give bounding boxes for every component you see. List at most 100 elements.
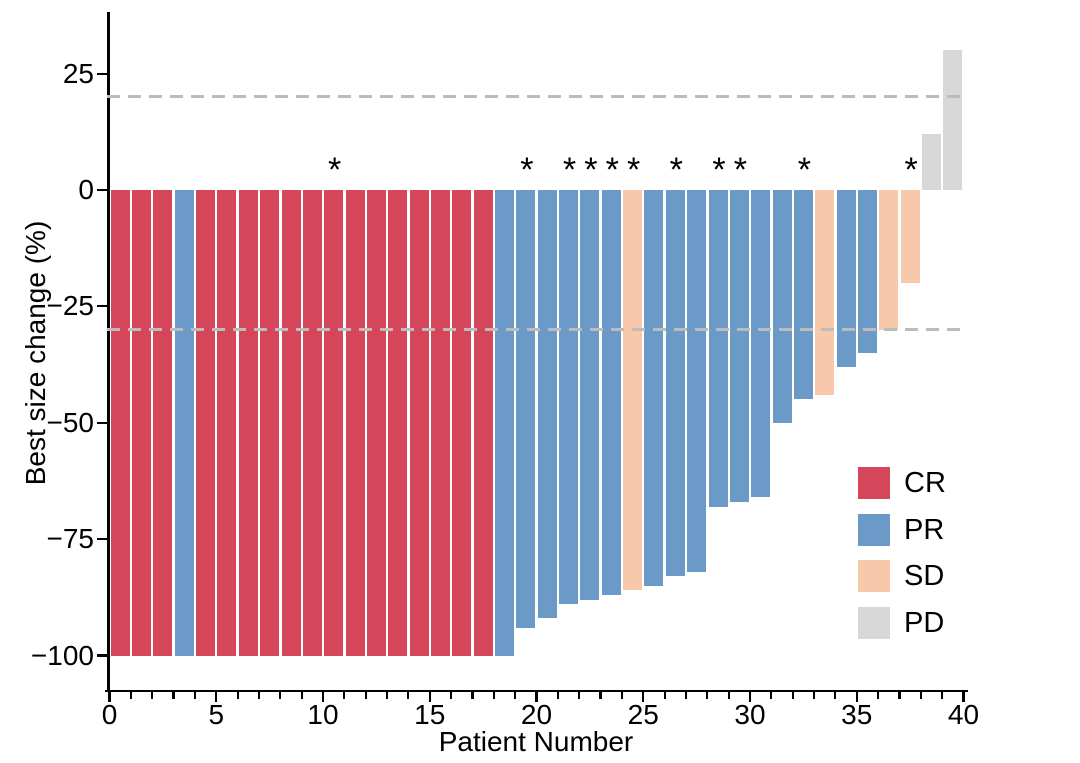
bar-patient-35 <box>836 190 856 367</box>
x-tick-label-35: 35 <box>841 699 873 730</box>
bar-patient-37 <box>879 190 899 330</box>
x-minor-tick <box>257 692 261 699</box>
y-tick <box>97 421 107 424</box>
x-tick-label-10: 10 <box>307 699 339 730</box>
legend-swatch-PD <box>858 606 890 639</box>
y-tick <box>97 188 107 192</box>
bar-patient-32 <box>772 190 792 423</box>
star-annotation-patient-23: * <box>584 151 598 189</box>
x-minor-tick <box>770 692 773 699</box>
x-tick-label-20: 20 <box>520 699 553 730</box>
y-tick <box>97 305 107 308</box>
x-minor-tick <box>706 692 709 699</box>
bar-patient-14 <box>388 190 408 656</box>
bar-patient-20 <box>516 190 536 628</box>
x-minor-tick <box>578 692 581 699</box>
bar-patient-2 <box>132 190 152 656</box>
y-axis-line <box>107 12 110 691</box>
x-tick-label-15: 15 <box>414 699 446 730</box>
y-tick-label--50: −50 <box>46 406 95 438</box>
x-minor-tick <box>236 692 239 699</box>
legend-label-CR: CR <box>904 467 946 499</box>
bar-patient-16 <box>430 190 450 656</box>
x-minor-tick <box>812 692 816 699</box>
x-minor-tick <box>343 692 346 699</box>
legend-swatch-SD <box>858 560 890 592</box>
star-annotation-patient-24: * <box>605 151 619 189</box>
x-tick-label-0: 0 <box>101 699 118 730</box>
bar-patient-7 <box>238 190 258 656</box>
x-minor-tick <box>364 692 367 699</box>
x-major-tick <box>962 692 965 702</box>
star-annotation-patient-25: * <box>626 151 641 189</box>
y-tick-label--25: −25 <box>46 290 95 322</box>
bar-patient-8 <box>260 190 280 656</box>
x-minor-tick <box>279 692 282 699</box>
bar-patient-39 <box>922 134 941 190</box>
x-minor-tick <box>599 692 602 699</box>
bar-patient-13 <box>366 190 386 656</box>
x-minor-tick <box>877 692 880 699</box>
bar-patient-11 <box>324 190 344 656</box>
bar-patient-24 <box>601 190 621 595</box>
y-tick-label-0: 0 <box>78 174 94 205</box>
bar-patient-10 <box>302 190 322 656</box>
y-tick-label--100: −100 <box>30 639 94 671</box>
legend-label-SD: SD <box>904 560 945 592</box>
x-major-tick <box>215 692 218 702</box>
x-minor-tick <box>407 692 410 699</box>
x-major-tick <box>642 692 645 702</box>
y-tick-label--75: −75 <box>46 523 95 555</box>
x-minor-tick <box>919 692 922 699</box>
x-major-tick <box>428 692 431 702</box>
star-annotation-patient-20: * <box>520 151 534 189</box>
x-major-tick <box>321 692 325 702</box>
bar-patient-18 <box>473 190 493 656</box>
x-minor-tick <box>620 692 623 699</box>
bar-patient-29 <box>708 190 728 507</box>
x-minor-tick <box>172 692 175 699</box>
star-annotation-patient-22: * <box>562 151 577 189</box>
x-minor-tick <box>684 692 688 699</box>
bar-patient-22 <box>559 190 579 605</box>
x-axis-line <box>105 689 968 692</box>
star-annotation-patient-30: * <box>733 151 747 189</box>
bar-patient-40 <box>943 50 963 190</box>
bar-patient-19 <box>495 190 514 656</box>
x-minor-tick <box>663 692 666 699</box>
bar-patient-21 <box>537 190 557 619</box>
bar-patient-30 <box>729 190 749 502</box>
x-major-tick <box>855 692 858 702</box>
y-tick <box>97 72 107 75</box>
x-minor-tick <box>898 692 901 699</box>
legend-swatch-CR <box>858 467 890 499</box>
x-minor-tick <box>941 692 944 699</box>
reference-line-20 <box>107 95 965 99</box>
bar-patient-6 <box>217 190 237 656</box>
x-minor-tick <box>492 692 495 699</box>
y-tick-label-25: 25 <box>62 57 94 89</box>
x-major-tick <box>108 692 111 702</box>
x-tick-label-5: 5 <box>208 699 225 730</box>
bar-patient-23 <box>580 190 600 600</box>
bar-patient-34 <box>815 190 835 395</box>
bar-patient-9 <box>281 190 301 656</box>
x-minor-tick <box>727 692 730 699</box>
star-annotation-patient-38: * <box>904 151 918 189</box>
star-annotation-patient-11: * <box>328 151 342 189</box>
y-axis-title: Best size change (%) <box>20 220 51 486</box>
bar-patient-3 <box>153 190 173 656</box>
bar-patient-27 <box>665 190 685 577</box>
bar-patient-17 <box>452 190 472 656</box>
x-minor-tick <box>193 692 196 699</box>
x-minor-tick <box>471 692 474 699</box>
x-minor-tick <box>300 692 303 699</box>
legend-label-PR: PR <box>904 513 945 546</box>
x-axis-title: Patient Number <box>438 726 634 757</box>
bar-patient-26 <box>644 190 664 586</box>
bar-patient-36 <box>857 190 877 353</box>
x-major-tick <box>748 692 752 702</box>
legend-label-PD: PD <box>904 606 945 639</box>
bar-patient-15 <box>409 190 429 656</box>
x-tick-label-40: 40 <box>947 699 980 730</box>
